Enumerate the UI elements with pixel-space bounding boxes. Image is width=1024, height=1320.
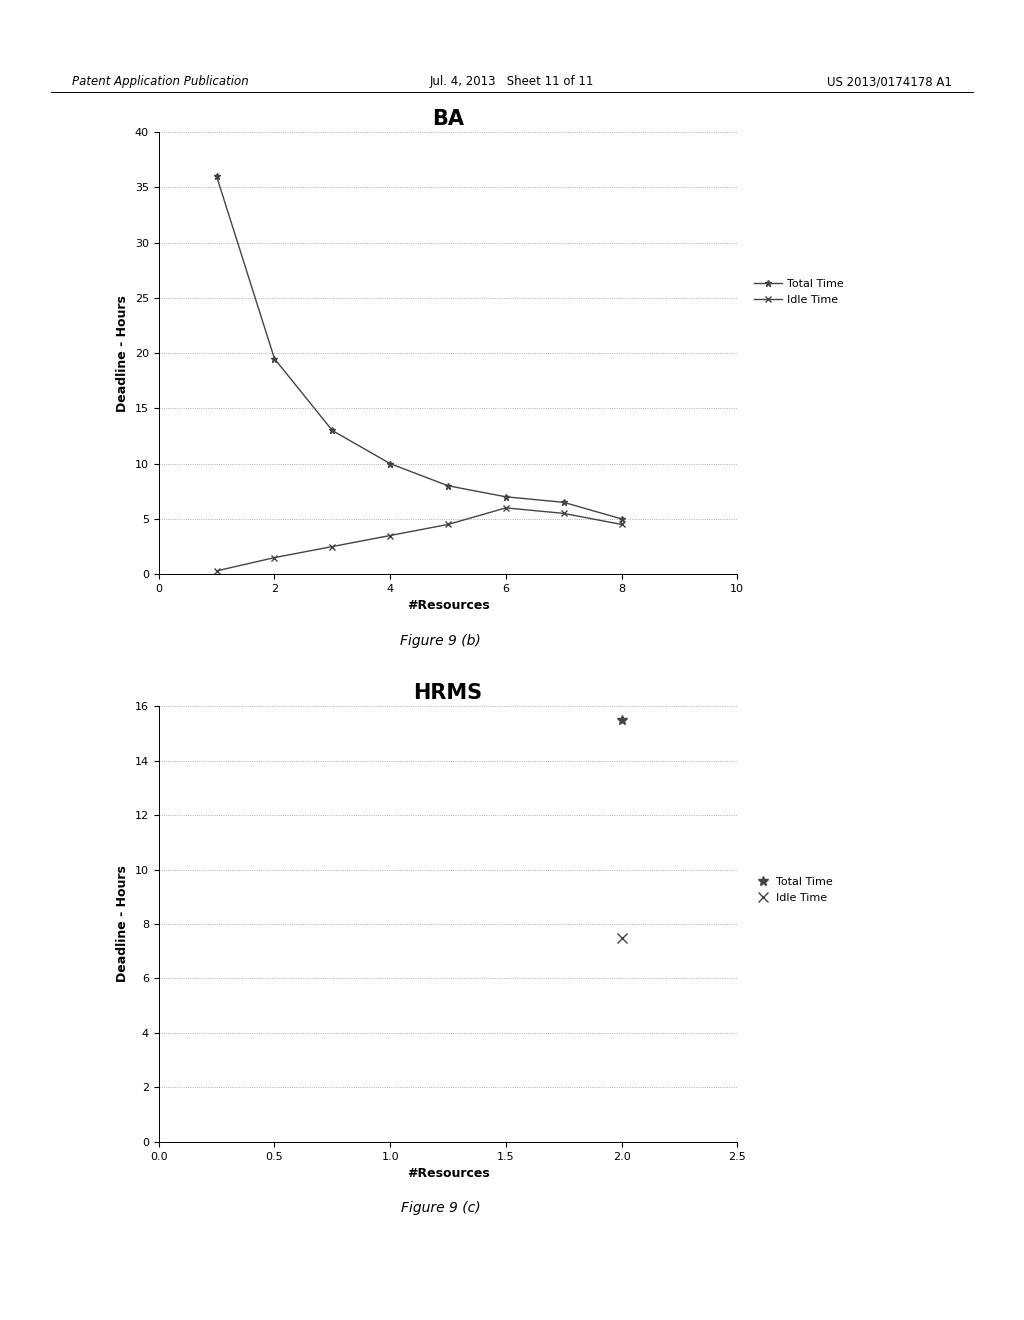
Text: Jul. 4, 2013   Sheet 11 of 11: Jul. 4, 2013 Sheet 11 of 11 xyxy=(430,75,595,88)
Total Time xyxy=(268,351,281,367)
Total Time xyxy=(500,488,512,504)
Idle Time xyxy=(615,516,628,532)
Legend: Total Time, Idle Time: Total Time, Idle Time xyxy=(755,878,833,903)
Text: Figure 9 (c): Figure 9 (c) xyxy=(400,1201,480,1216)
Legend: Total Time, Idle Time: Total Time, Idle Time xyxy=(755,279,844,305)
Y-axis label: Deadline - Hours: Deadline - Hours xyxy=(117,294,129,412)
Text: Patent Application Publication: Patent Application Publication xyxy=(72,75,249,88)
Line: Idle Time: Idle Time xyxy=(213,504,625,574)
Idle Time xyxy=(384,528,396,544)
Idle Time xyxy=(557,506,569,521)
Total Time xyxy=(211,169,223,185)
Idle Time xyxy=(211,562,223,578)
X-axis label: #Resources: #Resources xyxy=(407,1167,489,1180)
Total Time xyxy=(442,478,455,494)
Y-axis label: Deadline - Hours: Deadline - Hours xyxy=(117,866,129,982)
Idle Time xyxy=(442,516,455,532)
Total Time xyxy=(615,511,628,527)
Idle Time xyxy=(500,500,512,516)
Title: BA: BA xyxy=(432,110,464,129)
Total Time xyxy=(557,495,569,511)
Idle Time xyxy=(326,539,338,554)
Line: Total Time: Total Time xyxy=(213,173,625,523)
Total Time xyxy=(384,455,396,471)
X-axis label: #Resources: #Resources xyxy=(407,599,489,612)
Text: US 2013/0174178 A1: US 2013/0174178 A1 xyxy=(827,75,952,88)
Text: Figure 9 (b): Figure 9 (b) xyxy=(400,634,480,648)
Total Time xyxy=(326,422,338,438)
Idle Time xyxy=(268,549,281,565)
Title: HRMS: HRMS xyxy=(414,684,482,704)
